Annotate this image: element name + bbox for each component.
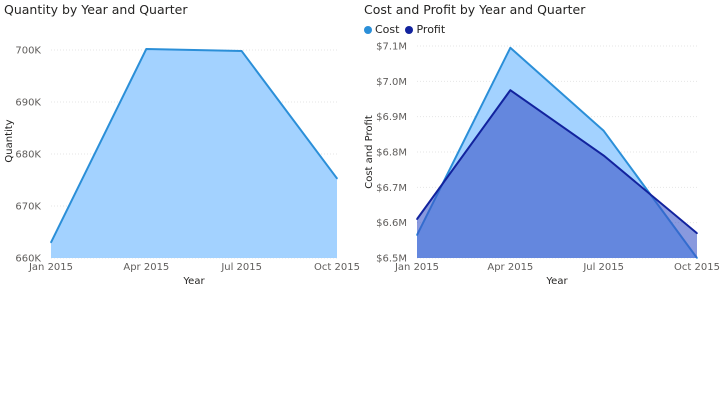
y-tick-label: $6.5M (376, 254, 407, 265)
data-point (240, 50, 243, 52)
series-area-1 (417, 90, 697, 259)
series-line-0 (50, 47, 338, 243)
y-tick-label: $6.7M (376, 183, 407, 194)
data-point (416, 218, 418, 220)
y-tick-label: 670K (15, 202, 41, 213)
series-area-0 (51, 48, 337, 259)
y-tick-label: $7.1M (376, 42, 407, 53)
y-tick-label: 690K (15, 98, 41, 109)
quantity-plot: 660K 670K 680K 690K 700K Jan 2015 Apr 2015 Jul … (4, 46, 360, 288)
legend: Cost Profit (364, 23, 445, 36)
y-tick-label: $6.8M (376, 148, 407, 159)
cost-profit-plot: $6.5M $6.6M $6.7M $6.8M $6.9M $7.0M $7.1M Jan 2… (364, 42, 720, 288)
y-tick-label: 700K (15, 46, 41, 57)
x-tick-label: Jan 2015 (28, 262, 73, 273)
data-point (509, 46, 512, 49)
x-tick-label: Oct 2015 (674, 262, 720, 273)
cost-profit-area-chart: Cost and Profit by Year and Quarter Cost… (360, 0, 720, 300)
cost-legend-dot (364, 25, 372, 34)
chart-title: Cost and Profit by Year and Quarter (364, 2, 586, 17)
profit-legend-dot (405, 25, 414, 34)
x-axis-title: Year (182, 276, 205, 287)
x-tick-label: Apr 2015 (123, 262, 169, 273)
chart-title: Quantity by Year and Quarter (4, 2, 188, 17)
y-tick-label: $7.0M (376, 77, 407, 88)
legend-label: Cost (375, 23, 400, 36)
y-tick-label: 680K (15, 150, 41, 161)
data-point (50, 241, 52, 244)
data-point (509, 89, 512, 91)
y-tick-label: $6.6M (376, 218, 407, 229)
x-tick-label: Jan 2015 (394, 262, 439, 273)
y-tick-label: $6.9M (376, 112, 407, 123)
legend-label: Profit (416, 23, 446, 36)
x-tick-label: Oct 2015 (314, 262, 360, 273)
quantity-area-chart: Quantity by Year and Quarter 660K 670K 680… (0, 0, 360, 300)
x-tick-label: Apr 2015 (487, 262, 533, 273)
data-point (602, 130, 605, 132)
data-point (336, 177, 338, 180)
x-tick-label: Jul 2015 (220, 262, 262, 273)
data-point (696, 232, 698, 235)
y-tick-label: 660K (15, 254, 41, 265)
legend-item-profit[interactable]: Profit (405, 23, 445, 36)
x-axis-title: Year (545, 276, 568, 287)
data-point (145, 48, 148, 50)
legend-item-cost[interactable]: Cost (364, 23, 399, 36)
x-tick-label: Jul 2015 (582, 262, 624, 273)
y-axis-title: Cost and Profit (364, 115, 375, 189)
data-point (602, 154, 605, 157)
series-line-1 (416, 89, 698, 235)
y-axis-title: Quantity (4, 119, 15, 162)
